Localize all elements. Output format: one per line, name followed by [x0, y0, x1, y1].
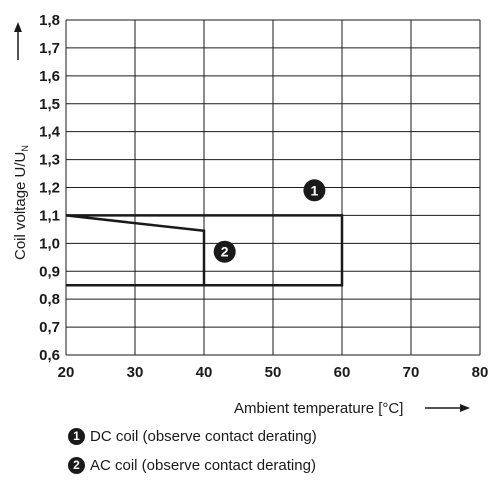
- y-tick-label: 1,5: [39, 96, 60, 113]
- chart: 0,60,70,80,91,01,11,21,31,41,51,61,71,8 …: [12, 12, 489, 417]
- y-tick-label: 0,9: [39, 263, 60, 280]
- legend-item-2: 2 AC coil (observe contact derating): [68, 457, 316, 474]
- y-tick-label: 1,4: [39, 124, 61, 141]
- legend-text-2: AC coil (observe contact derating): [90, 457, 316, 474]
- series-marker-label-1: 1: [311, 182, 319, 198]
- series-marker-2: [213, 240, 236, 263]
- y-axis-arrow-head: [14, 22, 22, 32]
- x-tick-label: 60: [334, 364, 351, 381]
- x-tick-label: 50: [265, 364, 282, 381]
- y-tick-label: 1,7: [39, 40, 60, 57]
- x-axis-arrow-head: [460, 404, 470, 412]
- legend-item-1: 1 DC coil (observe contact derating): [68, 428, 317, 445]
- series-line-2: [65, 214, 206, 287]
- series-lines: [65, 214, 344, 287]
- y-tick-label: 1,2: [39, 180, 60, 197]
- x-tick-label: 80: [472, 364, 489, 381]
- y-tick-label: 1,6: [39, 68, 60, 85]
- y-tick-label: 0,8: [39, 291, 60, 308]
- grid: [65, 19, 481, 356]
- series-markers: 12: [213, 179, 326, 263]
- legend-text-1: DC coil (observe contact derating): [90, 428, 317, 445]
- x-tick-label: 30: [127, 364, 144, 381]
- y-axis-label-main: Coil voltage U/U: [12, 152, 29, 260]
- y-axis-label-subscript: N: [20, 145, 30, 152]
- y-tick-label: 1,8: [39, 12, 60, 29]
- y-tick-label: 1,0: [39, 235, 60, 252]
- x-axis-label: Ambient temperature [°C]: [234, 400, 403, 417]
- x-tick-label: 40: [196, 364, 213, 381]
- x-tick-labels: 20 30 40 50 60 70 80: [58, 364, 489, 381]
- y-tick-labels: 0,6 0,7 0,8 0,9 1,0 1,1 1,2 1,3 1,4 1,5 1,6 1,7 1,8: [39, 12, 61, 364]
- y-tick-label: 1,3: [39, 152, 60, 169]
- legend-badge-1: 1: [68, 428, 85, 445]
- series-marker-label-2: 2: [221, 244, 229, 260]
- y-tick-label: 0,6: [39, 347, 60, 364]
- series-marker-1: [303, 179, 326, 202]
- x-tick-label: 70: [403, 364, 420, 381]
- legend-badge-2: 2: [68, 457, 85, 474]
- x-tick-label: 20: [58, 364, 75, 381]
- y-tick-label: 1,1: [39, 207, 60, 224]
- y-axis-label: Coil voltage U/UN: [12, 145, 30, 260]
- y-tick-label: 0,7: [39, 319, 60, 336]
